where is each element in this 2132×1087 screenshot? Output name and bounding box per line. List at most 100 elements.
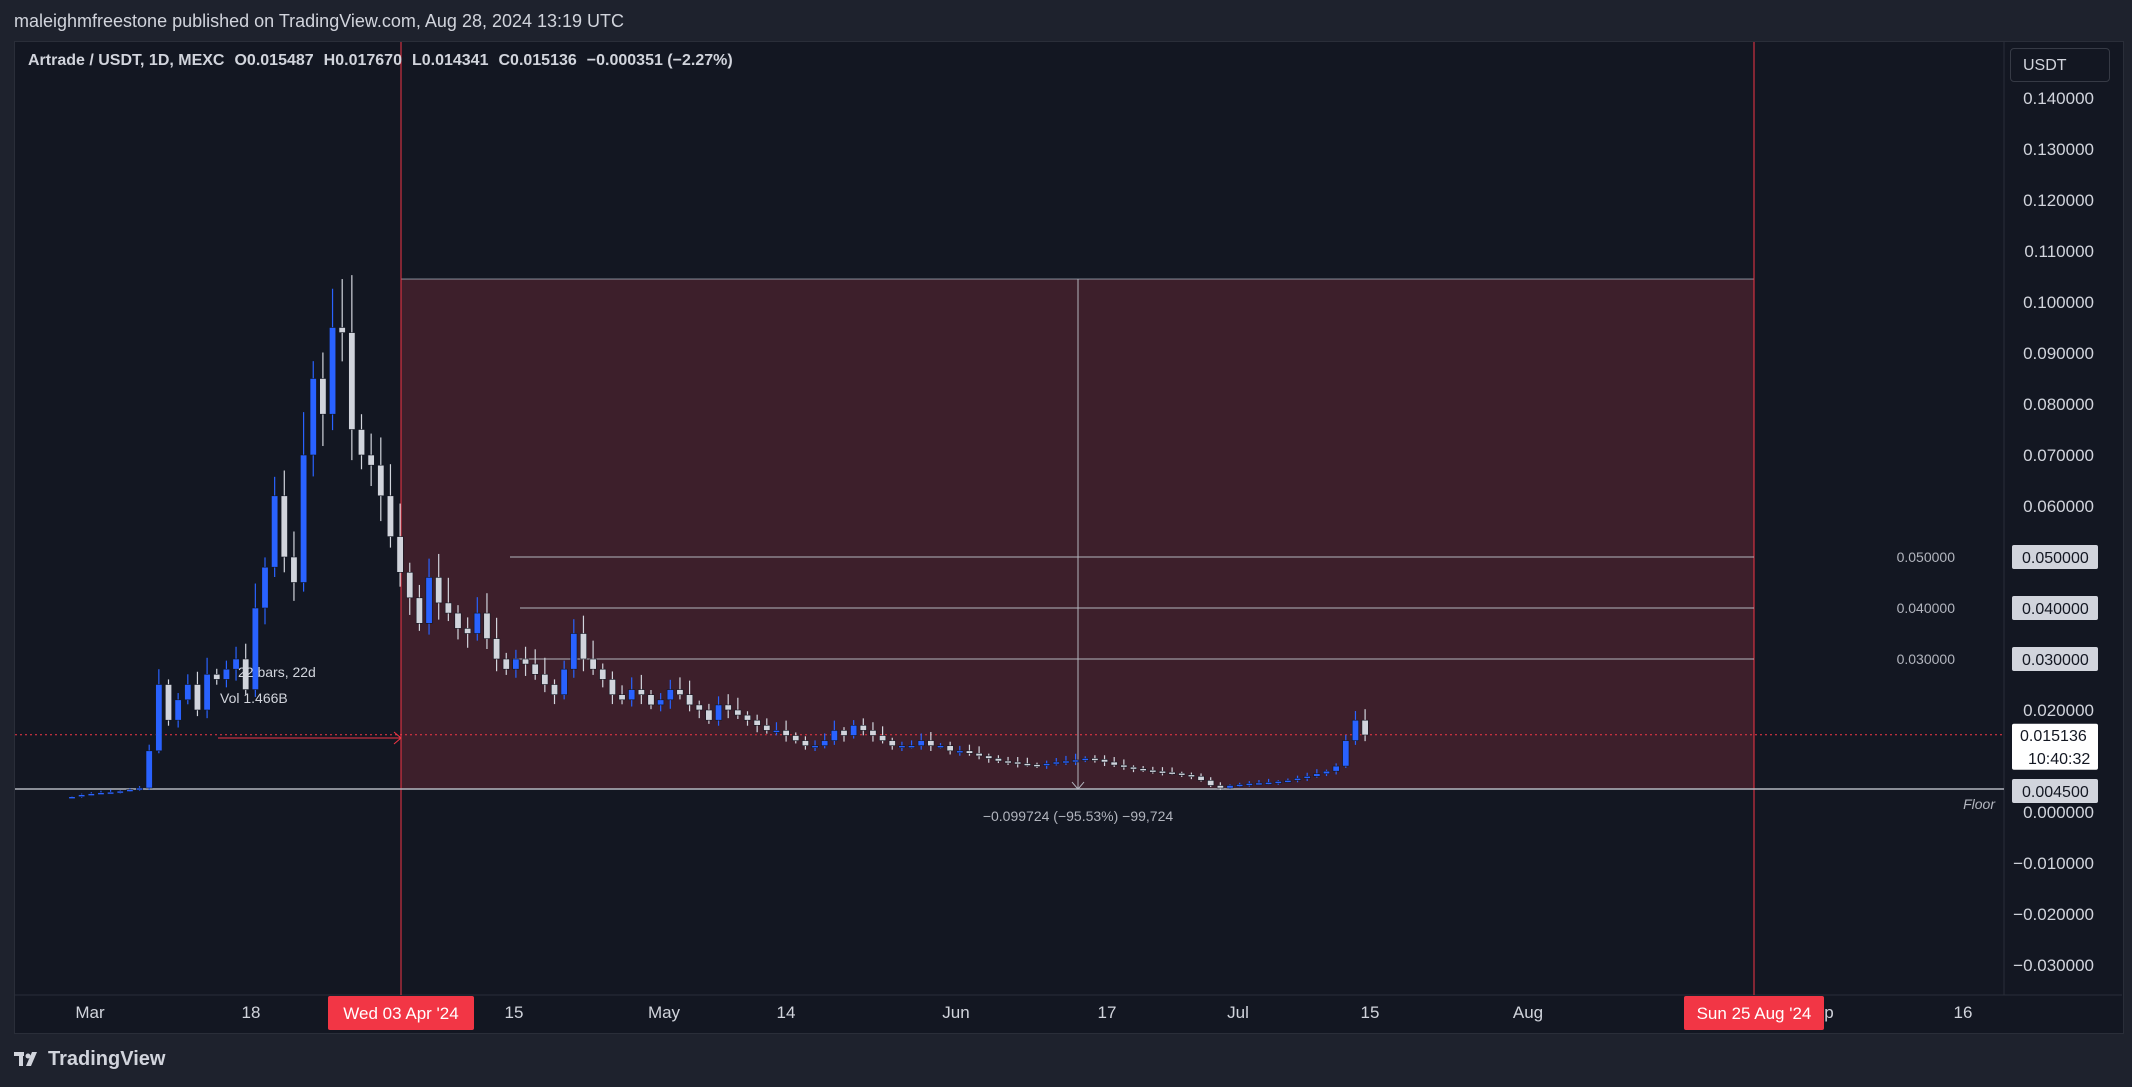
candle-body bbox=[136, 787, 144, 791]
candle-body bbox=[869, 730, 877, 736]
candle-body bbox=[1284, 780, 1292, 783]
candle-body bbox=[859, 724, 867, 731]
candle-body bbox=[753, 719, 761, 726]
candle-body bbox=[560, 668, 568, 696]
candle-body bbox=[666, 689, 674, 701]
candle-body bbox=[1216, 785, 1224, 789]
candle-body bbox=[956, 750, 964, 754]
candle-body bbox=[1149, 769, 1157, 773]
candle-body bbox=[1081, 758, 1089, 761]
candle-body bbox=[782, 730, 790, 736]
badge-0050: 0.050000 bbox=[2012, 545, 2098, 569]
price-tick-label: −0.010000 bbox=[2013, 854, 2094, 873]
candle-body bbox=[1043, 763, 1051, 766]
candle-body bbox=[908, 745, 916, 749]
candle-body bbox=[695, 704, 703, 711]
candle-body bbox=[222, 668, 230, 680]
tradingview-logo[interactable]: TradingView bbox=[14, 1048, 165, 1071]
time-tick-label: 17 bbox=[1098, 1003, 1117, 1022]
price-tick-label: 0.060000 bbox=[2023, 497, 2094, 516]
time-scale-ticks[interactable]: Mar 18 15 May 14 Jun 17 Jul 15 Aug p 16 bbox=[75, 1003, 1972, 1022]
footer-bar: TradingView bbox=[0, 1034, 2132, 1087]
candle-body bbox=[763, 724, 771, 731]
candle-body bbox=[464, 628, 472, 634]
svg-text:Wed 03 Apr '24: Wed 03 Apr '24 bbox=[343, 1004, 458, 1023]
candle-body bbox=[300, 454, 308, 583]
candle-body bbox=[1255, 782, 1263, 786]
candle-body bbox=[840, 730, 848, 736]
candle-body bbox=[801, 740, 809, 746]
time-tick-label: 16 bbox=[1954, 1003, 1973, 1022]
candle-body bbox=[1342, 740, 1350, 767]
candle-body bbox=[145, 750, 153, 789]
publish-info: maleighmfreestone published on TradingVi… bbox=[14, 11, 625, 31]
candle-body bbox=[1033, 764, 1041, 767]
candle-body bbox=[367, 454, 375, 466]
candle-body bbox=[1361, 719, 1369, 736]
candle-body bbox=[734, 709, 742, 716]
currency-button[interactable]: USDT bbox=[2010, 48, 2110, 82]
candle-body bbox=[850, 724, 858, 736]
price-scale-ticks[interactable]: 0.140000 0.130000 0.120000 0.110000 0.100000… bbox=[2013, 89, 2094, 975]
date-range-arrow-icon bbox=[393, 731, 402, 745]
candle-body bbox=[242, 658, 250, 690]
candle-body bbox=[1313, 773, 1321, 777]
candle-body bbox=[879, 735, 887, 741]
price-tick-label: −0.030000 bbox=[2013, 956, 2094, 975]
range-start-date-badge: Wed 03 Apr '24 bbox=[328, 996, 474, 1030]
candle-body bbox=[435, 577, 443, 604]
price-tick-label: 0.070000 bbox=[2023, 446, 2094, 465]
candle-body bbox=[715, 704, 723, 721]
time-tick-label: Jun bbox=[942, 1003, 969, 1022]
candle-body bbox=[338, 327, 346, 333]
legend-low: L0.014341 bbox=[411, 52, 489, 69]
candle-body bbox=[1323, 770, 1331, 775]
candle-body bbox=[686, 694, 694, 706]
candle-body bbox=[676, 689, 684, 695]
price-tick-label: 0.080000 bbox=[2023, 395, 2094, 414]
date-range-bars-text: 22 bars, 22d bbox=[238, 664, 316, 680]
price-tick-label: 0.000000 bbox=[2023, 803, 2094, 822]
price-tick-label: 0.020000 bbox=[2023, 701, 2094, 720]
candle-body bbox=[1110, 761, 1118, 766]
candle-body bbox=[1197, 775, 1205, 781]
candle-body bbox=[1072, 759, 1080, 763]
candle-body bbox=[444, 602, 452, 614]
time-tick-label: Mar bbox=[75, 1003, 105, 1022]
candle-body bbox=[425, 577, 433, 624]
candle-body bbox=[232, 658, 240, 670]
candle-body bbox=[319, 378, 327, 415]
candle-body bbox=[1332, 765, 1340, 772]
candle-body bbox=[1187, 774, 1195, 778]
candle-body bbox=[1207, 780, 1215, 786]
candle-body bbox=[994, 758, 1002, 762]
candle-body bbox=[1139, 768, 1147, 771]
candle-body bbox=[637, 689, 645, 695]
candle-body bbox=[628, 689, 636, 701]
candle-body bbox=[618, 694, 626, 701]
candle-body bbox=[329, 327, 337, 415]
badge-0040: 0.040000 bbox=[2012, 596, 2098, 620]
candle-body bbox=[946, 745, 954, 752]
price-tick-label: 0.120000 bbox=[2023, 191, 2094, 210]
candle-body bbox=[271, 495, 279, 568]
candle-body bbox=[165, 684, 173, 721]
range-end-date-badge: Sun 25 Aug '24 bbox=[1684, 996, 1824, 1030]
floor-price-badge: 0.004500 bbox=[2012, 779, 2098, 804]
candle-body bbox=[473, 612, 481, 634]
candle-body bbox=[493, 638, 501, 660]
candle-body bbox=[290, 556, 298, 583]
candle-body bbox=[1052, 761, 1060, 765]
candle-body bbox=[927, 740, 935, 746]
legend-symbol[interactable]: Artrade / USDT, 1D, MEXC bbox=[28, 52, 225, 69]
candle-body bbox=[975, 753, 983, 757]
candle-body bbox=[415, 597, 423, 624]
level-label-0030: 0.030000 bbox=[1897, 651, 1956, 667]
time-tick-label: 15 bbox=[1361, 1003, 1380, 1022]
svg-text:0.004500: 0.004500 bbox=[2022, 784, 2089, 801]
candle-body bbox=[1004, 760, 1012, 764]
candle-body bbox=[1101, 759, 1109, 763]
candle-body bbox=[512, 658, 520, 670]
candle-body bbox=[743, 714, 751, 721]
